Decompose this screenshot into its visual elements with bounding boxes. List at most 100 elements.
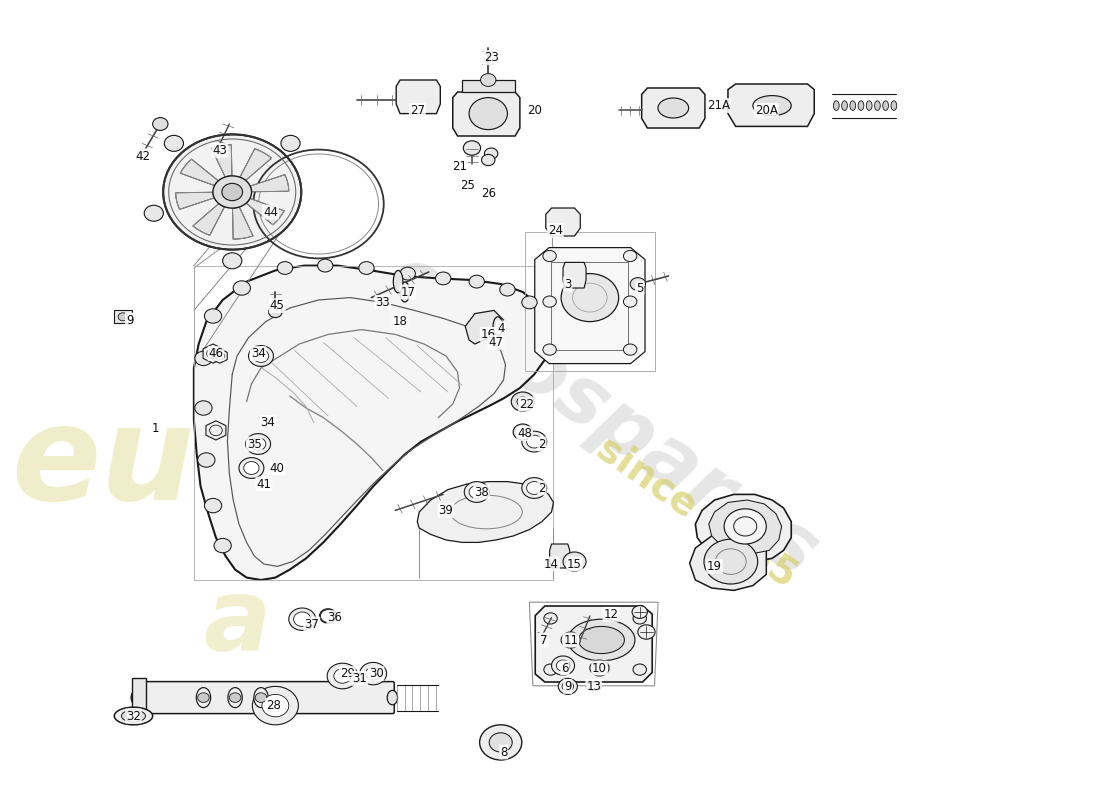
Polygon shape	[114, 310, 132, 323]
Text: 34: 34	[251, 347, 265, 360]
Text: 12: 12	[604, 608, 618, 621]
Polygon shape	[535, 248, 645, 363]
Ellipse shape	[867, 101, 872, 110]
Polygon shape	[695, 494, 791, 562]
Circle shape	[521, 478, 547, 498]
Text: 17: 17	[400, 286, 415, 298]
Text: 7: 7	[540, 634, 548, 646]
Text: 43: 43	[212, 144, 228, 157]
Circle shape	[164, 135, 184, 151]
Circle shape	[512, 392, 535, 411]
Circle shape	[517, 397, 528, 406]
Polygon shape	[728, 84, 814, 126]
Circle shape	[163, 134, 301, 250]
Circle shape	[233, 281, 251, 295]
Text: 25: 25	[460, 179, 474, 192]
Polygon shape	[396, 80, 440, 114]
Ellipse shape	[319, 609, 337, 623]
Circle shape	[638, 625, 656, 639]
Polygon shape	[465, 310, 504, 344]
Circle shape	[521, 296, 537, 309]
Polygon shape	[563, 262, 586, 288]
Circle shape	[125, 710, 141, 722]
Circle shape	[195, 351, 212, 366]
Circle shape	[469, 98, 507, 130]
Circle shape	[205, 498, 222, 513]
Circle shape	[543, 344, 557, 355]
Circle shape	[482, 154, 495, 166]
Polygon shape	[240, 149, 272, 181]
Circle shape	[543, 296, 557, 307]
Circle shape	[563, 552, 586, 571]
FancyBboxPatch shape	[134, 682, 394, 714]
Circle shape	[514, 424, 532, 440]
Circle shape	[594, 663, 605, 673]
Polygon shape	[546, 208, 581, 236]
Ellipse shape	[121, 710, 145, 722]
Circle shape	[624, 250, 637, 262]
Polygon shape	[176, 192, 214, 210]
Circle shape	[318, 259, 333, 272]
Circle shape	[222, 183, 243, 201]
Ellipse shape	[891, 101, 896, 110]
Ellipse shape	[752, 96, 791, 115]
Circle shape	[239, 458, 264, 478]
Polygon shape	[212, 349, 228, 363]
Polygon shape	[417, 482, 553, 542]
Text: 30: 30	[368, 667, 384, 680]
Text: 16: 16	[481, 328, 496, 341]
Polygon shape	[462, 80, 515, 92]
Text: 35: 35	[246, 438, 262, 450]
Text: 32: 32	[126, 710, 141, 722]
Text: 23: 23	[484, 51, 498, 64]
Circle shape	[565, 635, 576, 645]
Circle shape	[359, 262, 374, 274]
Circle shape	[334, 669, 351, 683]
Text: 2: 2	[538, 482, 546, 494]
Ellipse shape	[658, 98, 689, 118]
Polygon shape	[250, 174, 289, 192]
Ellipse shape	[568, 619, 635, 661]
Circle shape	[280, 135, 300, 151]
Circle shape	[558, 678, 578, 694]
Text: 18: 18	[393, 315, 407, 328]
Text: 29: 29	[340, 667, 355, 680]
Circle shape	[118, 313, 128, 321]
Circle shape	[252, 686, 298, 725]
Circle shape	[561, 274, 618, 322]
Circle shape	[469, 486, 484, 498]
Ellipse shape	[834, 101, 839, 110]
Text: 27: 27	[410, 104, 425, 117]
Text: 26: 26	[481, 187, 496, 200]
Circle shape	[632, 606, 648, 618]
Circle shape	[499, 283, 515, 296]
Ellipse shape	[114, 707, 153, 725]
Text: 46: 46	[208, 347, 223, 360]
Circle shape	[724, 509, 767, 544]
Circle shape	[198, 453, 214, 467]
Text: 40: 40	[270, 462, 285, 474]
Circle shape	[365, 667, 381, 680]
Circle shape	[630, 278, 646, 290]
Circle shape	[557, 660, 570, 671]
Polygon shape	[690, 531, 767, 590]
Circle shape	[244, 462, 260, 474]
Polygon shape	[204, 344, 223, 363]
Text: 44: 44	[263, 206, 278, 218]
Ellipse shape	[858, 101, 864, 110]
Polygon shape	[453, 92, 520, 136]
Text: 47: 47	[488, 336, 504, 349]
Text: 9: 9	[125, 314, 133, 326]
Circle shape	[590, 660, 609, 676]
Text: 41: 41	[256, 478, 272, 490]
Circle shape	[484, 148, 498, 159]
Text: 5: 5	[636, 282, 644, 294]
Circle shape	[543, 613, 558, 624]
Ellipse shape	[400, 282, 409, 302]
Text: 42: 42	[135, 150, 151, 162]
Circle shape	[543, 250, 557, 262]
Circle shape	[255, 693, 266, 702]
Text: 8: 8	[499, 746, 507, 758]
Circle shape	[289, 608, 316, 630]
Text: 22: 22	[519, 398, 535, 410]
